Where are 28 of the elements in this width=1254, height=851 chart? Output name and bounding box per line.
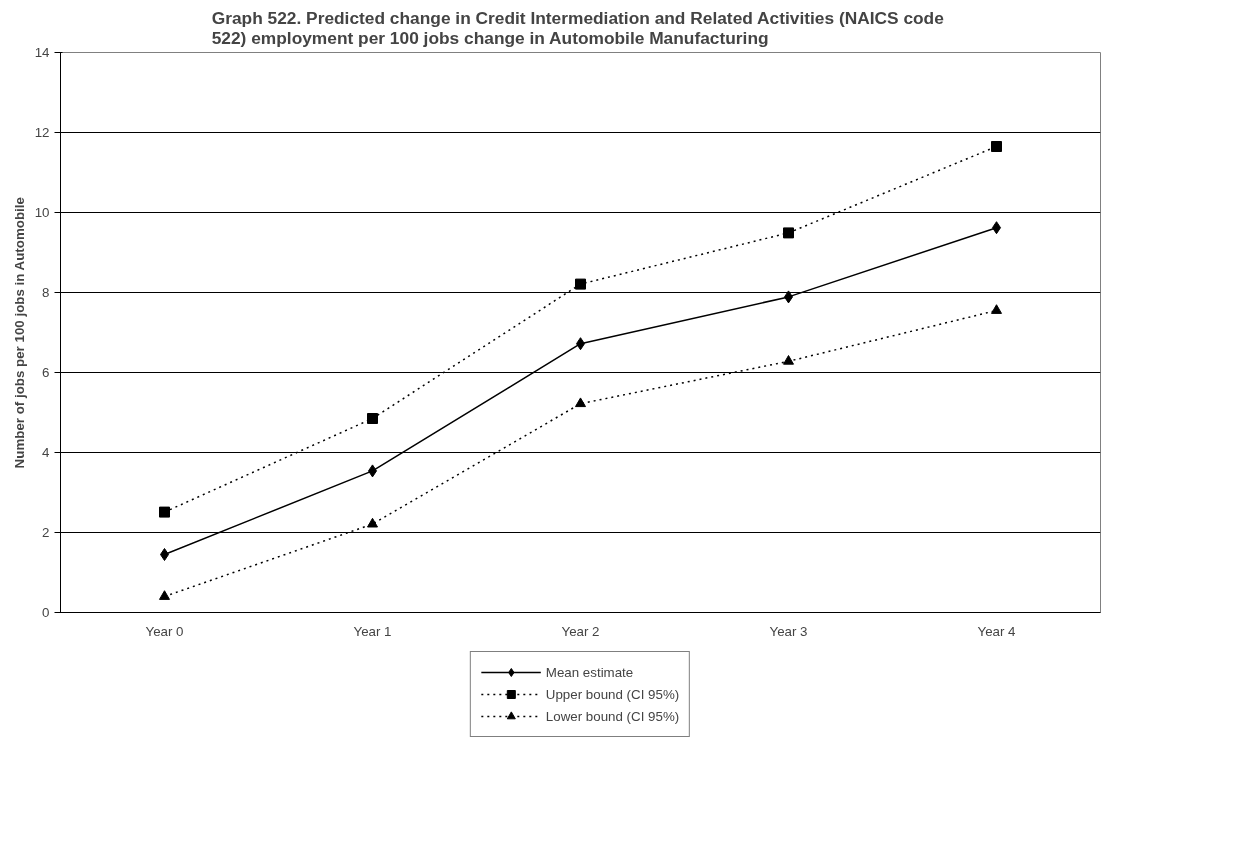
x-tick-label: Year 2 — [561, 623, 600, 639]
x-tick-label: Year 4 — [977, 623, 1017, 639]
legend-label: Mean estimate — [545, 664, 634, 680]
point — [159, 590, 170, 600]
point — [783, 355, 794, 365]
point — [991, 141, 1002, 152]
point — [575, 397, 586, 408]
x-tick-label: Year 0 — [145, 623, 184, 639]
y-tick-label: 6 — [42, 365, 50, 380]
y-tick-label: 12 — [34, 125, 50, 140]
y-axis-title: Number of jobs per 100 jobs in Automobile — [11, 197, 27, 469]
y-tick-label: 14 — [34, 45, 51, 60]
legend-label: Lower bound (CI 95%) — [545, 708, 680, 724]
y-tick-label: 0 — [42, 605, 50, 620]
point — [367, 413, 378, 424]
y-tick-label: 4 — [42, 445, 51, 460]
point — [367, 517, 378, 528]
x-tick-label: Year 3 — [769, 623, 808, 639]
legend-label: Upper bound (CI 95%) — [545, 686, 680, 702]
y-tick-label: 8 — [42, 285, 50, 300]
point — [159, 506, 170, 518]
y-tick-label: 2 — [42, 525, 50, 540]
chart-title: Graph 522. Predicted change in Credit Intermediation and Related Activities (NAICS code 522) employment per 100 jobs change in Automobile Manufacturing — [211, 7, 945, 48]
point — [783, 227, 794, 239]
point — [991, 304, 1002, 314]
x-tick-label: Year 1 — [353, 623, 392, 639]
point — [575, 278, 586, 290]
y-tick-label: 10 — [34, 205, 50, 220]
